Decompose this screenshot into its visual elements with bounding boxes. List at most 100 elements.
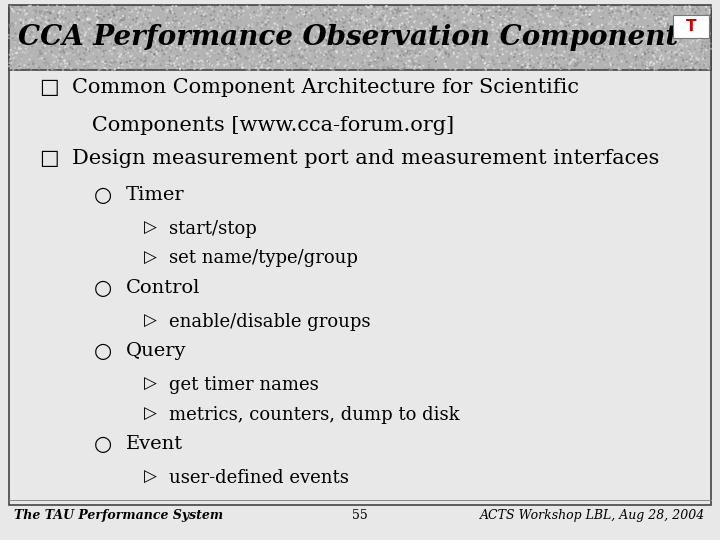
Point <box>183 61 194 70</box>
Point <box>143 10 154 19</box>
Point <box>55 36 67 45</box>
Point <box>14 42 25 50</box>
Point <box>45 24 56 33</box>
Point <box>153 19 165 28</box>
Point <box>426 53 437 62</box>
Point <box>265 57 276 66</box>
Point <box>365 3 377 12</box>
Point <box>220 38 231 47</box>
Point <box>125 44 137 52</box>
Point <box>231 17 243 25</box>
Point <box>276 8 288 17</box>
Point <box>430 31 441 40</box>
Point <box>7 29 19 37</box>
Point <box>288 24 300 32</box>
Point <box>120 50 132 58</box>
Point <box>548 36 559 44</box>
Point <box>673 45 685 53</box>
Point <box>405 44 417 53</box>
Point <box>143 59 154 68</box>
Point <box>161 28 172 36</box>
Point <box>264 48 276 57</box>
Point <box>24 55 35 64</box>
Point <box>115 50 127 59</box>
Point <box>245 24 256 32</box>
Point <box>631 10 643 19</box>
Point <box>351 20 362 29</box>
Point <box>608 42 619 51</box>
Point <box>163 60 175 69</box>
Point <box>179 23 190 31</box>
Point <box>127 5 139 14</box>
Point <box>684 52 696 61</box>
Point <box>79 19 91 28</box>
Point <box>279 51 290 60</box>
Point <box>199 52 210 60</box>
Point <box>492 37 504 46</box>
Point <box>605 59 616 68</box>
Text: set name/type/group: set name/type/group <box>169 249 358 267</box>
Point <box>370 32 382 40</box>
Point <box>569 50 580 58</box>
Point <box>359 20 370 29</box>
Point <box>246 58 258 67</box>
Point <box>45 31 56 39</box>
Point <box>298 57 310 66</box>
Point <box>188 9 199 17</box>
Point <box>421 15 433 23</box>
Point <box>178 35 189 44</box>
Point <box>617 29 629 38</box>
Point <box>468 57 480 65</box>
Point <box>105 34 117 43</box>
Point <box>328 41 340 50</box>
Point <box>131 21 143 29</box>
Point <box>264 63 275 72</box>
Point <box>343 39 355 48</box>
Point <box>501 66 513 75</box>
Point <box>44 28 55 37</box>
Point <box>281 48 292 57</box>
Point <box>657 3 669 12</box>
Point <box>294 20 306 29</box>
Point <box>165 6 176 15</box>
Point <box>403 56 415 65</box>
Point <box>382 44 394 53</box>
Point <box>233 25 244 33</box>
Point <box>527 29 539 37</box>
Point <box>206 46 217 55</box>
Point <box>21 58 32 66</box>
Point <box>163 19 175 28</box>
Point <box>667 27 678 36</box>
Point <box>160 22 171 31</box>
Point <box>219 19 230 28</box>
Point <box>694 10 706 19</box>
Point <box>624 46 636 55</box>
Point <box>635 24 647 32</box>
Point <box>174 37 185 45</box>
Point <box>194 43 206 52</box>
Point <box>554 27 565 36</box>
Point <box>530 39 541 48</box>
Point <box>300 11 311 19</box>
Point <box>584 12 595 21</box>
Point <box>634 23 646 31</box>
Point <box>316 35 328 43</box>
Point <box>687 64 698 73</box>
Point <box>165 29 176 38</box>
Point <box>360 30 372 39</box>
Point <box>570 48 582 57</box>
Point <box>78 25 89 33</box>
Point <box>311 60 323 69</box>
Point <box>351 28 362 36</box>
Point <box>149 50 161 58</box>
Point <box>71 19 82 28</box>
Point <box>53 51 65 59</box>
Point <box>453 49 464 57</box>
Point <box>226 25 238 33</box>
Point <box>208 50 220 59</box>
Point <box>282 43 294 51</box>
Point <box>16 6 27 15</box>
Point <box>194 7 206 16</box>
Point <box>40 30 52 39</box>
Point <box>200 58 212 66</box>
